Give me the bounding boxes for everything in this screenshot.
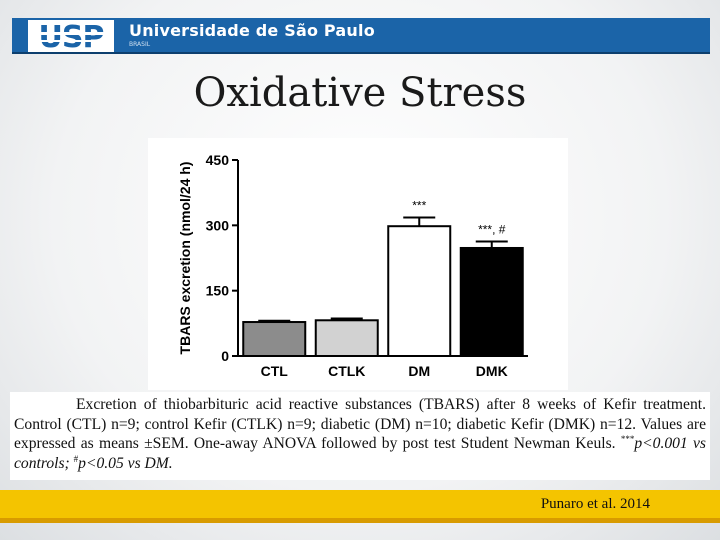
y-tick-label: 150 [206, 283, 230, 299]
university-header: USP Universidade de São Paulo BRASIL [12, 18, 710, 54]
bar-ctl [242, 321, 307, 358]
caption-p1: p<0.001 vs controls; [14, 435, 706, 472]
x-tick-label: CTL [261, 363, 289, 379]
bar-dm [387, 225, 452, 358]
significance-annotation: *** [412, 198, 426, 212]
x-tick-label: DMK [476, 363, 508, 379]
caption-sup-hash: # [73, 453, 79, 464]
y-axis-label: TBARS excretion (nmol/24 h) [177, 162, 193, 355]
citation: Punaro et al. 2014 [540, 496, 650, 512]
caption-sup-significance: *** [620, 433, 635, 444]
usp-logo: USP [28, 20, 114, 52]
caption-text: Excretion of thiobarbituric acid reactiv… [14, 396, 706, 452]
y-tick-label: 450 [206, 152, 230, 168]
bar-dmk [459, 246, 524, 357]
y-tick-label: 0 [221, 348, 229, 364]
university-name: Universidade de São Paulo [129, 21, 375, 40]
university-country: BRASIL [129, 41, 151, 48]
figure-caption: Excretion of thiobarbituric acid reactiv… [10, 392, 710, 480]
svg-text:USP: USP [39, 20, 104, 52]
slide-title: Oxidative Stress [193, 70, 527, 116]
footer-stripe [0, 518, 720, 523]
x-tick-label: DM [408, 363, 430, 379]
y-tick-label: 300 [206, 217, 230, 233]
bar-ctlk [314, 319, 379, 357]
x-tick-label: CTLK [328, 363, 365, 379]
significance-annotation: ***, # [478, 222, 506, 236]
tbars-bar-chart: 0 150 300 450 CTL CTLK DM *** DMK ***, # TBARS e… [177, 152, 528, 379]
footer-bar: Punaro et al. 2014 [0, 490, 720, 523]
caption-p2: p<0.05 vs DM. [78, 454, 173, 472]
